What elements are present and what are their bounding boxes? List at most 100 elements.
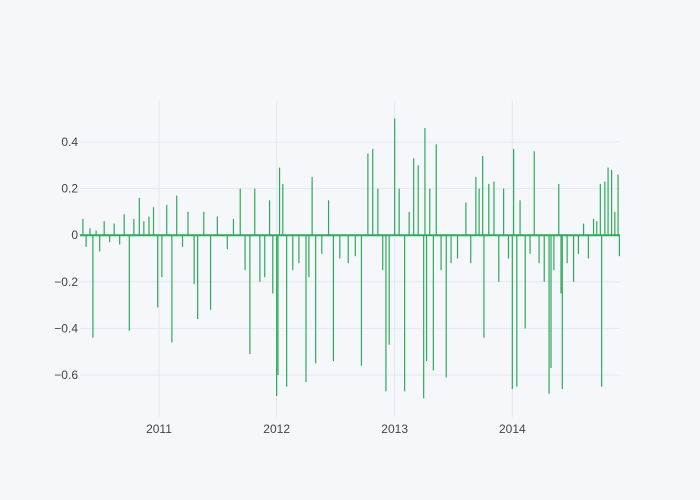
bar (332, 235, 334, 362)
bar (92, 235, 94, 338)
bar (388, 235, 390, 345)
bar (417, 165, 419, 236)
bar (176, 195, 178, 236)
bar (339, 235, 341, 259)
bar (413, 158, 415, 236)
bar (382, 235, 384, 271)
x-tick-label: 2014 (499, 422, 526, 436)
bar (599, 183, 601, 236)
bar (305, 235, 307, 383)
bar (404, 235, 406, 392)
y-tick-label: 0.4 (61, 135, 78, 149)
bar (276, 235, 278, 397)
bar (538, 235, 540, 264)
bar (259, 235, 261, 282)
bar (197, 235, 199, 320)
bar (232, 218, 235, 236)
bar (561, 235, 563, 390)
bar (498, 235, 500, 282)
bar (143, 221, 145, 236)
bar (423, 235, 425, 399)
bar (138, 197, 140, 236)
bar (377, 188, 379, 236)
bar (327, 200, 330, 236)
bar (408, 211, 410, 236)
bar (577, 235, 580, 254)
bar (85, 235, 87, 247)
bar (166, 204, 168, 236)
bar (272, 235, 274, 294)
bar (193, 235, 195, 285)
bar (286, 235, 288, 387)
bar (347, 235, 349, 264)
bar (465, 202, 467, 236)
bar (354, 235, 356, 257)
bar (533, 151, 535, 236)
bar (601, 235, 603, 387)
bar (148, 216, 150, 236)
bar (488, 183, 490, 236)
bar (596, 221, 598, 236)
bar (519, 200, 521, 236)
bar (187, 211, 189, 236)
bar (277, 235, 279, 376)
bar (582, 223, 585, 236)
bar (360, 235, 363, 366)
bar (226, 235, 228, 250)
bar (478, 188, 480, 236)
bar (95, 230, 97, 236)
bar (425, 235, 428, 362)
bar (432, 235, 434, 371)
bar (516, 235, 518, 387)
bar (119, 235, 121, 245)
y-tick-label: −0.2 (54, 275, 78, 289)
bar (239, 188, 241, 236)
bar (483, 235, 485, 338)
bar (254, 188, 256, 236)
bar (524, 235, 526, 329)
bar (152, 207, 155, 236)
bar (203, 211, 205, 236)
bar (553, 235, 555, 271)
bar (511, 235, 513, 390)
bar (244, 235, 246, 271)
bar (513, 148, 515, 236)
bar (209, 235, 212, 310)
bar (103, 221, 105, 236)
bar (560, 235, 562, 294)
bar (558, 183, 560, 236)
bar (550, 235, 552, 369)
bar (321, 235, 323, 254)
bar (308, 235, 310, 278)
x-tick-label: 2013 (381, 422, 408, 436)
y-tick-label: −0.4 (54, 321, 78, 335)
bar (507, 235, 510, 259)
x-tick-label: 2012 (263, 422, 290, 436)
bar (311, 176, 313, 236)
y-tick-label: 0.2 (61, 182, 78, 196)
bar (398, 188, 400, 236)
bar (543, 235, 545, 282)
bar (529, 235, 531, 254)
bar (249, 235, 251, 355)
bar (367, 153, 369, 236)
bar (385, 235, 387, 392)
bar (445, 235, 447, 378)
bar (278, 167, 281, 236)
bar (123, 214, 125, 236)
bar (482, 155, 484, 236)
bar (617, 174, 619, 236)
x-tick-label: 2011 (146, 422, 172, 436)
bar (181, 235, 184, 247)
bar (450, 235, 452, 264)
bar (440, 235, 442, 271)
bar (133, 218, 135, 236)
bar (157, 235, 159, 308)
bar (607, 167, 609, 236)
bar (298, 235, 300, 264)
bar (89, 228, 91, 236)
bar (113, 223, 115, 236)
bar (394, 118, 396, 236)
y-tick-label: 0 (71, 228, 78, 242)
